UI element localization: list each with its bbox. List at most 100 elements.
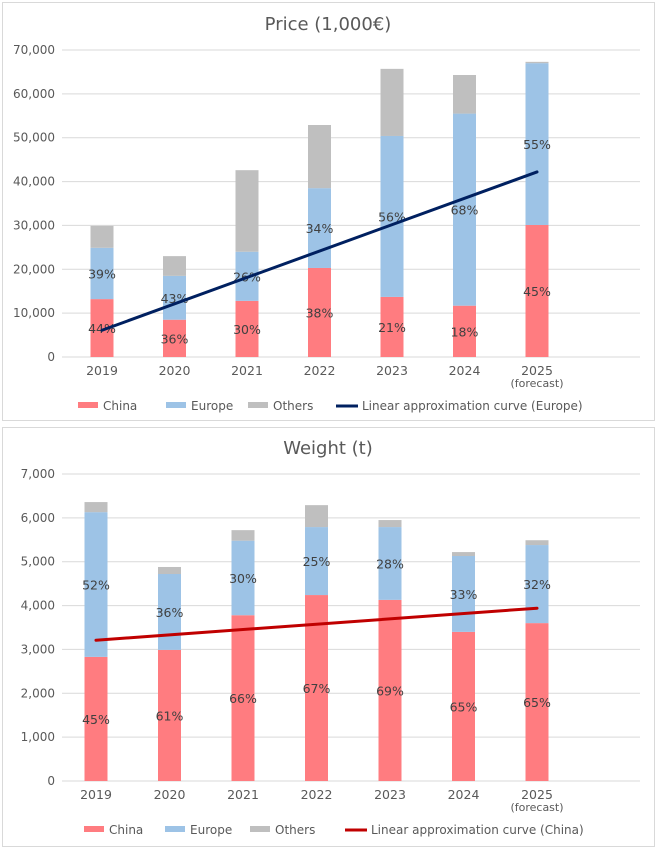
- bar-europe: [380, 135, 404, 297]
- legend-label: Europe: [190, 823, 232, 837]
- data-label: 39%: [88, 266, 116, 281]
- x-tick-label: 2023: [374, 787, 406, 802]
- x-tick-label: 2025: [521, 787, 553, 802]
- y-tick-label: 0: [47, 350, 55, 364]
- bar-china: [305, 595, 328, 781]
- x-tick-label: 2022: [304, 363, 336, 378]
- bar-others: [453, 74, 476, 114]
- legend-label: China: [109, 823, 143, 837]
- bar-others: [525, 61, 549, 64]
- data-label: 32%: [523, 577, 551, 592]
- chart-title: Price (1,000€): [265, 14, 392, 35]
- data-label: 30%: [229, 571, 257, 586]
- data-label: 38%: [306, 305, 334, 320]
- data-label: 30%: [233, 322, 261, 337]
- data-label: 25%: [303, 554, 331, 569]
- bar-others: [308, 124, 331, 189]
- chart-1: Weight (t) 0 1,000 2,000 3,000 4,000 5,000 6,00…: [2, 427, 655, 847]
- bar-others: [158, 566, 181, 574]
- bar-others: [452, 552, 475, 557]
- x-tick-label: 2020: [159, 363, 191, 378]
- bar-europe: [84, 512, 108, 657]
- y-tick-label: 2,000: [21, 686, 55, 700]
- legend-swatch-china: [84, 826, 104, 832]
- legend-swatch-europe: [165, 826, 185, 832]
- data-label: 55%: [523, 137, 551, 152]
- legend-swatch-others: [250, 826, 270, 832]
- data-label: 33%: [450, 587, 478, 602]
- data-label: 69%: [376, 683, 404, 698]
- data-label: 34%: [306, 221, 334, 236]
- y-tick-label: 40,000: [13, 175, 55, 189]
- y-tick-label: 0: [47, 774, 55, 788]
- bar-europe: [231, 540, 255, 616]
- legend-swatch-others: [248, 402, 268, 408]
- bar-others: [378, 520, 402, 528]
- data-label: 45%: [82, 712, 110, 727]
- x-tick-label: 2019: [80, 787, 112, 802]
- bar-others: [235, 170, 259, 252]
- bar-others: [90, 225, 114, 248]
- data-label: 65%: [450, 699, 478, 714]
- bar-europe: [525, 545, 549, 624]
- y-tick-label: 7,000: [21, 467, 55, 481]
- legend-label: Others: [273, 399, 313, 413]
- data-label: 52%: [82, 578, 110, 593]
- bar-china: [231, 615, 255, 781]
- data-label: 18%: [451, 324, 479, 339]
- trendline: [94, 606, 539, 642]
- data-label: 36%: [161, 331, 189, 346]
- data-label: 66%: [229, 691, 257, 706]
- x-tick-label: 2024: [449, 363, 481, 378]
- bar-china: [525, 623, 549, 781]
- bar-europe: [378, 527, 402, 600]
- chart-title: Weight (t): [283, 438, 373, 459]
- bar-others: [525, 540, 549, 546]
- legend-label: Others: [275, 823, 315, 837]
- x-tick-label: 2020: [154, 787, 186, 802]
- legend-swatch-europe: [166, 402, 186, 408]
- bar-china: [158, 649, 181, 781]
- bar-china: [90, 299, 114, 357]
- x-tick-label: 2022: [301, 787, 333, 802]
- bar-china: [525, 224, 549, 357]
- data-label: 45%: [523, 284, 551, 299]
- data-label: 68%: [451, 203, 479, 218]
- y-tick-label: 4,000: [21, 599, 55, 613]
- x-tick-label: 2023: [376, 363, 408, 378]
- legend-label: China: [103, 399, 137, 413]
- bar-china: [378, 599, 402, 781]
- bar-europe: [453, 113, 476, 306]
- y-tick-label: 5,000: [21, 555, 55, 569]
- trendline: [100, 170, 539, 332]
- legend-label: Linear approximation curve (Europe): [362, 399, 583, 413]
- data-label: 67%: [303, 681, 331, 696]
- bar-europe: [525, 63, 549, 225]
- bar-china: [84, 656, 108, 781]
- bar-europe: [90, 247, 114, 300]
- bar-others: [84, 502, 108, 513]
- bar-others: [163, 256, 186, 276]
- bar-china: [452, 631, 475, 781]
- y-tick-label: 70,000: [13, 43, 55, 57]
- bar-others: [380, 68, 404, 136]
- x-tick-sublabel: (forecast): [510, 801, 563, 814]
- data-label: 44%: [88, 321, 116, 336]
- x-tick-label: 2024: [448, 787, 480, 802]
- bar-europe: [163, 275, 186, 320]
- legend-label: Linear approximation curve (China): [371, 823, 584, 837]
- legend-swatch-china: [78, 402, 98, 408]
- x-tick-label: 2019: [86, 363, 118, 378]
- data-label: 21%: [378, 320, 406, 335]
- bar-china: [380, 296, 404, 357]
- bar-china: [453, 305, 476, 357]
- bar-china: [235, 300, 259, 357]
- y-tick-label: 60,000: [13, 87, 55, 101]
- data-label: 28%: [376, 556, 404, 571]
- x-tick-label: 2021: [227, 787, 259, 802]
- y-tick-label: 50,000: [13, 131, 55, 145]
- y-tick-label: 10,000: [13, 306, 55, 320]
- legend-label: Europe: [191, 399, 233, 413]
- y-tick-label: 30,000: [13, 218, 55, 232]
